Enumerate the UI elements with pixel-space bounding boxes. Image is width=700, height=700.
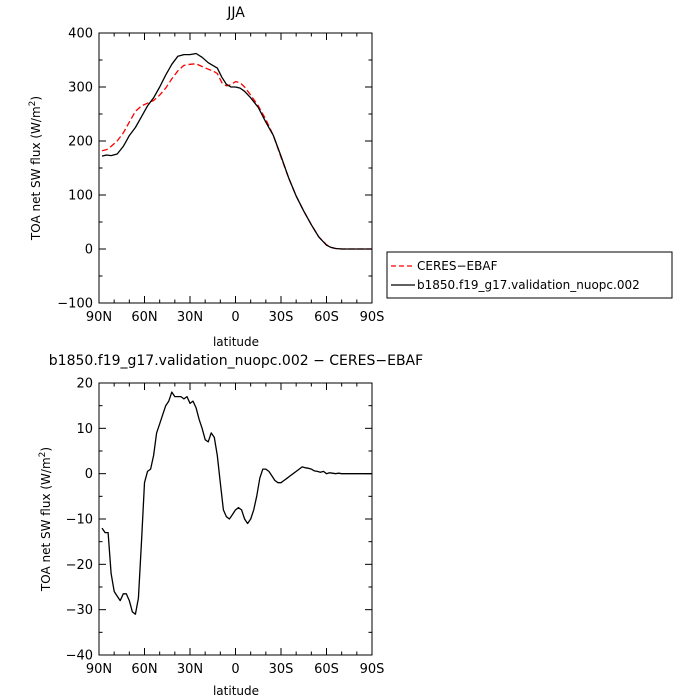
bottom-y-tick-label: −20	[66, 558, 93, 573]
bottom-x-tick-label: 0	[231, 662, 239, 677]
top-x-tick-label: 0	[231, 310, 239, 325]
bottom-plot-frame	[98, 382, 373, 656]
bottom-x-tick-label: 90N	[86, 662, 112, 677]
bottom-chart-title: b1850.f19_g17.validation_nuopc.002 − CER…	[49, 353, 423, 369]
top-y-tick-label: 300	[68, 81, 93, 96]
top-x-tick-label: 60S	[314, 310, 339, 325]
top-x-axis-label: latitude	[213, 335, 259, 349]
bottom-y-axis-label: TOA net SW flux (W/m2)	[38, 447, 53, 592]
bottom-tick-marks	[98, 382, 373, 656]
top-y-tick-label: 0	[85, 243, 93, 258]
bottom-x-tick-label: 60S	[314, 662, 339, 677]
bottom-y-tick-label: 10	[76, 422, 93, 437]
bottom-y-tick-label: −40	[66, 649, 93, 664]
legend-box	[386, 251, 673, 299]
bottom-y-tick-label: −10	[66, 513, 93, 528]
bottom-x-tick-label: 90S	[360, 662, 385, 677]
legend-label-ceres: CERES−EBAF	[417, 259, 498, 273]
top-x-tick-label: 30S	[269, 310, 294, 325]
bottom-x-tick-label: 30N	[177, 662, 203, 677]
top-y-tick-label: 100	[68, 189, 93, 204]
top-y-axis-label: TOA net SW flux (W/m2)	[28, 96, 43, 241]
top-y-tick-label: 400	[68, 27, 93, 42]
top-plot-frame	[98, 32, 373, 304]
top-tick-marks	[98, 32, 373, 304]
bottom-series-lines	[101, 391, 372, 615]
bottom-y-tick-label: 0	[85, 467, 93, 482]
top-x-tick-label: 60N	[131, 310, 157, 325]
bottom-x-tick-label: 60N	[131, 662, 157, 677]
top-y-tick-label: −100	[57, 297, 93, 312]
bottom-x-tick-label: 30S	[269, 662, 294, 677]
bottom-x-axis-label: latitude	[213, 684, 259, 698]
top-y-tick-labels: −100 0 100 200 300 400	[57, 27, 93, 312]
top-x-tick-label: 90S	[360, 310, 385, 325]
top-y-tick-label: 200	[68, 135, 93, 150]
top-x-tick-label: 90N	[86, 310, 112, 325]
bottom-y-tick-label: 20	[76, 377, 93, 392]
top-x-tick-label: 30N	[177, 310, 203, 325]
bottom-x-tick-labels: 90N 60N 30N 0 30S 60S 90S	[86, 662, 385, 677]
legend: CERES−EBAF b1850.f19_g17.validation_nuop…	[386, 251, 673, 299]
legend-label-model: b1850.f19_g17.validation_nuopc.002	[417, 278, 640, 292]
bottom-y-tick-label: −30	[66, 603, 93, 618]
top-series-line-0	[101, 63, 372, 250]
top-chart-title: JJA	[226, 5, 245, 21]
bottom-series-line-0	[101, 391, 372, 615]
top-x-tick-labels: 90N 60N 30N 0 30S 60S 90S	[86, 310, 385, 325]
top-series-line-1	[101, 52, 372, 250]
bottom-y-tick-labels: −40 −30 −20 −10 0 10 20	[66, 377, 93, 664]
top-series-lines	[101, 52, 372, 250]
bottom-chart-panel: b1850.f19_g17.validation_nuopc.002 − CER…	[38, 353, 423, 698]
top-chart-panel: JJA 90N 60N 30N 0 30S 60S 90S −100 0 100 200 300 40…	[28, 5, 384, 349]
